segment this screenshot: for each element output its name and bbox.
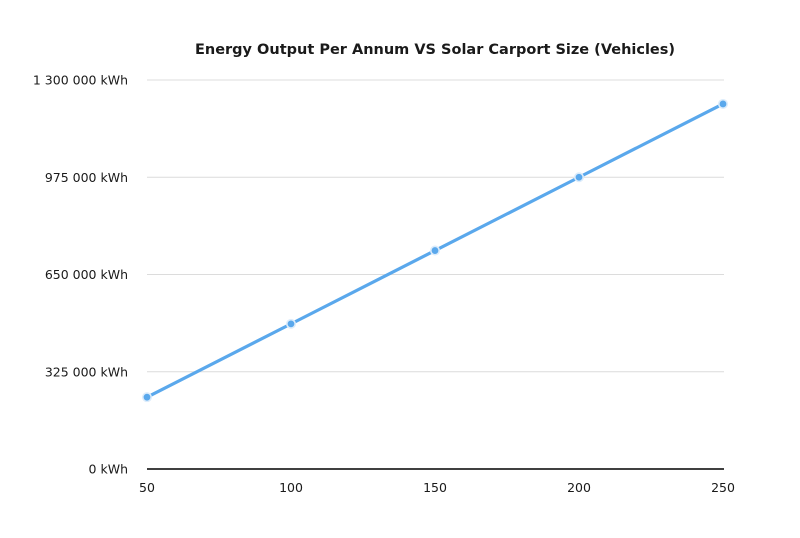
y-axis-tick-labels: 0 kWh 325 000 kWh 650 000 kWh 975 000 kWh 1 … (33, 73, 128, 477)
x-axis-tick-labels: 50 100 150 200 250 (139, 480, 735, 495)
chart-title: Energy Output Per Annum VS Solar Carport… (195, 42, 675, 58)
gridlines (147, 79, 724, 373)
data-point (142, 392, 153, 403)
y-tick-label: 1 300 000 kWh (33, 73, 128, 88)
x-tick-label: 200 (567, 480, 591, 495)
x-tick-label: 250 (711, 480, 735, 495)
series-group (142, 98, 728, 403)
data-point (429, 245, 440, 256)
x-tick-label: 150 (423, 480, 447, 495)
y-tick-label: 975 000 kWh (45, 170, 128, 185)
y-tick-label: 0 kWh (89, 462, 128, 477)
data-point (717, 98, 728, 109)
data-point (285, 318, 296, 329)
y-tick-label: 650 000 kWh (45, 267, 128, 282)
x-tick-label: 100 (279, 480, 303, 495)
y-tick-label: 325 000 kWh (45, 364, 128, 379)
x-tick-label: 50 (139, 480, 155, 495)
data-point (573, 172, 584, 183)
